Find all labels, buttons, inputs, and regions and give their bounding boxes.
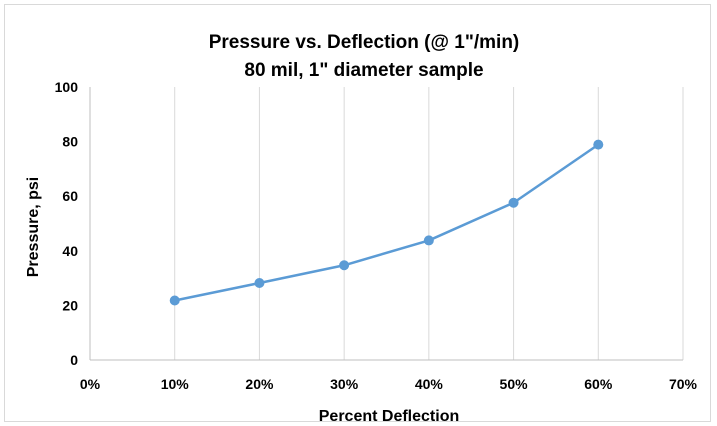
chart-subtitle: 80 mil, 1" diameter sample (244, 60, 483, 81)
x-tick-label: 30% (330, 376, 359, 392)
x-tick-labels: 0% 10% 20% 30% 40% 50% 60% 70% (80, 376, 698, 392)
grid-lines (174, 87, 684, 360)
chart: Pressure vs. Deflection (@ 1"/min) 80 mi… (25, 32, 698, 423)
y-axis-title: Pressure, psi (25, 177, 42, 278)
x-tick-label: 60% (584, 376, 613, 392)
x-tick-label: 20% (245, 376, 274, 392)
y-tick-label: 0 (70, 352, 78, 368)
x-tick-label: 40% (415, 376, 444, 392)
series-line (174, 143, 599, 302)
y-tick-label: 40 (62, 243, 78, 259)
x-tick-label: 50% (500, 376, 529, 392)
x-tick-label: 70% (669, 376, 698, 392)
x-tick-label: 10% (161, 376, 190, 392)
axes (89, 87, 683, 361)
data-point (423, 235, 434, 246)
data-point (508, 197, 519, 208)
data-point (169, 295, 180, 306)
y-tick-label: 80 (62, 134, 78, 150)
x-axis-title: Percent Deflection (319, 408, 459, 423)
data-point (254, 278, 265, 289)
x-tick-label: 0% (80, 376, 101, 392)
y-tick-labels: 0 20 40 60 80 100 (55, 79, 79, 368)
y-tick-label: 60 (62, 188, 78, 204)
data-point (339, 260, 350, 271)
series (169, 139, 604, 306)
y-tick-label: 100 (55, 79, 79, 95)
y-tick-label: 20 (62, 297, 78, 313)
chart-frame: Pressure vs. Deflection (@ 1"/min) 80 mi… (4, 4, 711, 423)
chart-title: Pressure vs. Deflection (@ 1"/min) (209, 32, 520, 53)
data-point (593, 139, 604, 150)
